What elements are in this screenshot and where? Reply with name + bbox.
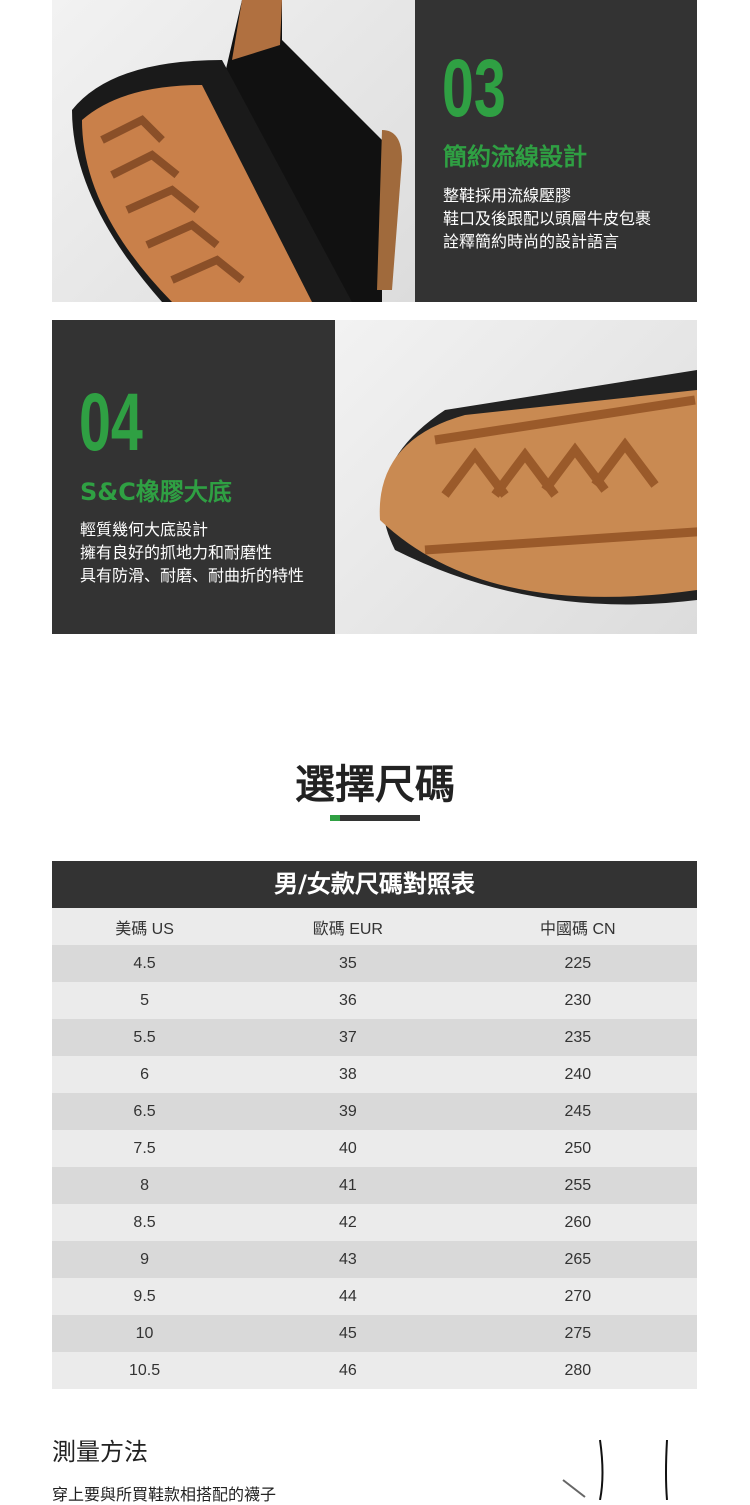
table-row: 9 43 265	[52, 1241, 697, 1278]
table-cell: 36	[237, 982, 459, 1019]
table-cell: 41	[237, 1167, 459, 1204]
feature-number: 04	[79, 377, 143, 468]
feature-title: S&C橡膠大底	[80, 478, 232, 506]
table-cell: 39	[237, 1093, 459, 1130]
feature-04-panel: 04 S&C橡膠大底 輕質幾何大底設計 擁有良好的抓地力和耐磨性 具有防滑、耐磨、耐…	[52, 320, 335, 634]
table-cell: 275	[458, 1315, 697, 1352]
feature-number: 03	[442, 43, 506, 134]
table-cell: 7.5	[52, 1130, 238, 1167]
table-cell: 240	[458, 1056, 697, 1093]
column-header: 歐碼 EUR	[237, 908, 459, 945]
table-row: 10 45 275	[52, 1315, 697, 1352]
table-cell: 225	[458, 945, 697, 982]
table-row: 8.5 42 260	[52, 1204, 697, 1241]
measure-text: 穿上要與所買鞋款相搭配的襪子	[52, 1485, 277, 1504]
table-cell: 250	[458, 1130, 697, 1167]
table-cell: 45	[237, 1315, 459, 1352]
table-cell: 6.5	[52, 1093, 238, 1130]
table-cell: 10.5	[52, 1352, 238, 1389]
section-title: 選擇尺碼	[295, 762, 455, 808]
table-cell: 230	[458, 982, 697, 1019]
table-cell: 6	[52, 1056, 238, 1093]
shoe-heel-image	[52, 0, 415, 302]
table-row: 9.5 44 270	[52, 1278, 697, 1315]
size-chart: 男/女款尺碼對照表 美碼 US 歐碼 EUR 中國碼 CN 4.5 35 225 5 3…	[52, 861, 697, 1389]
table-cell: 40	[237, 1130, 459, 1167]
table-cell: 37	[237, 1019, 459, 1056]
table-cell: 260	[458, 1204, 697, 1241]
measure-title: 測量方法	[52, 1438, 148, 1466]
table-row: 6.5 39 245	[52, 1093, 697, 1130]
shoe-sole-image	[335, 320, 697, 634]
feature-description: 整鞋採用流線壓膠 鞋口及後跟配以頭層牛皮包裹 詮釋簡約時尚的設計語言	[443, 186, 652, 251]
table-row: 8 41 255	[52, 1167, 697, 1204]
table-cell: 44	[237, 1278, 459, 1315]
feature-title: 簡約流線設計	[443, 143, 587, 171]
table-cell: 9	[52, 1241, 238, 1278]
table-cell: 10	[52, 1315, 238, 1352]
table-row: 6 38 240	[52, 1056, 697, 1093]
table-cell: 43	[237, 1241, 459, 1278]
table-row: 10.5 46 280	[52, 1352, 697, 1389]
table-cell: 42	[237, 1204, 459, 1241]
table-cell: 8	[52, 1167, 238, 1204]
table-cell: 9.5	[52, 1278, 238, 1315]
table-cell: 35	[237, 945, 459, 982]
table-cell: 235	[458, 1019, 697, 1056]
table-cell: 46	[237, 1352, 459, 1389]
table-row: 4.5 35 225	[52, 945, 697, 982]
table-cell: 38	[237, 1056, 459, 1093]
size-chart-title: 男/女款尺碼對照表	[52, 861, 697, 908]
feature-description: 輕質幾何大底設計 擁有良好的抓地力和耐磨性 具有防滑、耐磨、耐曲折的特性	[80, 520, 305, 585]
table-row: 5 36 230	[52, 982, 697, 1019]
title-underline	[330, 815, 420, 821]
table-cell: 8.5	[52, 1204, 238, 1241]
table-cell: 270	[458, 1278, 697, 1315]
table-cell: 265	[458, 1241, 697, 1278]
table-cell: 245	[458, 1093, 697, 1130]
table-cell: 4.5	[52, 945, 238, 982]
table-header-row: 美碼 US 歐碼 EUR 中國碼 CN	[52, 908, 697, 945]
table-row: 5.5 37 235	[52, 1019, 697, 1056]
table-cell: 5.5	[52, 1019, 238, 1056]
column-header: 中國碼 CN	[458, 908, 697, 945]
feature-03-panel: 03 簡約流線設計 整鞋採用流線壓膠 鞋口及後跟配以頭層牛皮包裹 詮釋簡約時尚的設計…	[415, 0, 697, 302]
table-cell: 280	[458, 1352, 697, 1389]
table-cell: 255	[458, 1167, 697, 1204]
table-cell: 5	[52, 982, 238, 1019]
column-header: 美碼 US	[52, 908, 238, 945]
table-row: 7.5 40 250	[52, 1130, 697, 1167]
foot-sketch-illustration	[562, 1439, 668, 1500]
